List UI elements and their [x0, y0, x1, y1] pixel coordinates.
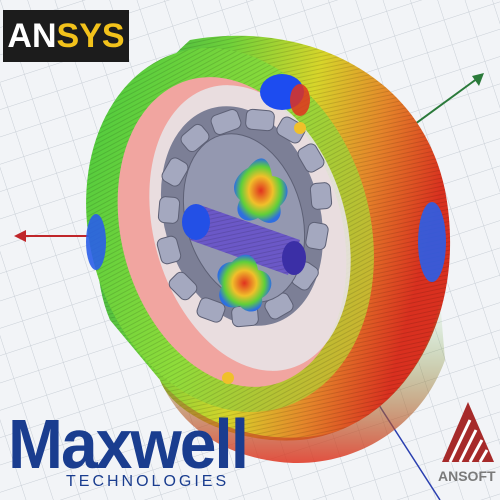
field-hotspots	[217, 122, 306, 384]
ansys-logo: ANSYS	[3, 10, 129, 62]
green-arrow-icon	[472, 73, 484, 86]
ansoft-label: ANSOFT	[438, 468, 496, 484]
ansys-logo-letters: ANSYS	[7, 16, 125, 55]
maxwell-wordmark: Maxwell	[8, 404, 249, 483]
ansoft-logo: ANSOFT	[438, 400, 496, 490]
ansoft-triangle-icon	[442, 402, 494, 463]
maxwell-subtitle: TECHNOLOGIES	[66, 473, 230, 490]
maxwell-technologies-logo: Maxwell TECHNOLOGIES	[8, 409, 249, 495]
ansys-logo-text: ANSYS	[7, 17, 124, 56]
rotor-shaft	[182, 204, 306, 275]
red-arrow-left-icon	[14, 230, 26, 242]
